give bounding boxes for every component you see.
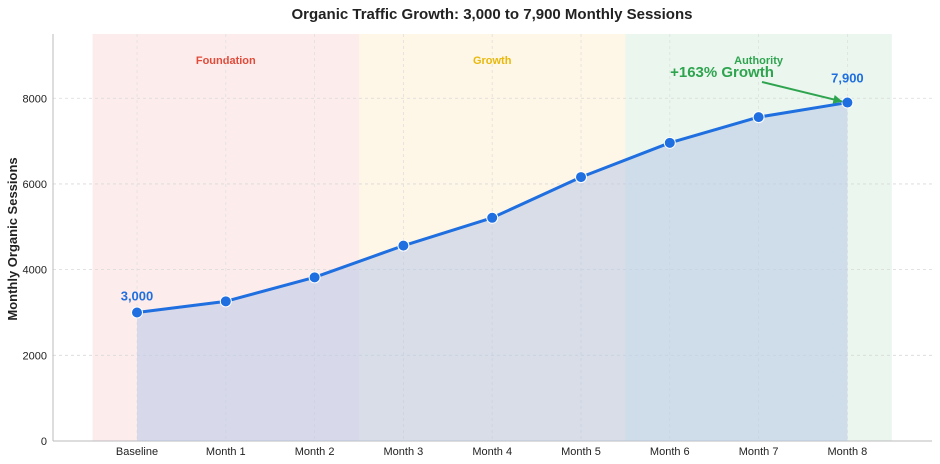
x-tick-label-7: Month 7	[739, 446, 779, 458]
end-value-label: 7,900	[831, 71, 864, 86]
growth-arrow-line	[761, 81, 843, 103]
area-path	[137, 102, 848, 442]
data-point-8	[841, 96, 854, 109]
growth-arrow-head	[832, 95, 843, 104]
data-point-7	[752, 111, 765, 124]
x-tick-label-0: Baseline	[116, 446, 158, 458]
data-point-3	[397, 239, 410, 252]
x-tick-label-6: Month 6	[650, 446, 690, 458]
y-tick-label-4: 8000	[23, 93, 47, 105]
y-axis-title: Monthly Organic Sessions	[5, 157, 20, 320]
start-value-label: 3,000	[121, 288, 154, 303]
x-tick-label-5: Month 5	[561, 446, 601, 458]
y-tick-label-0: 0	[41, 436, 47, 448]
data-point-6	[663, 136, 676, 149]
data-point-5	[575, 171, 587, 184]
area-fill	[137, 102, 848, 442]
y-tick-label-2: 4000	[23, 265, 47, 277]
x-tick-label-8: Month 8	[828, 446, 868, 458]
data-point-0	[131, 306, 143, 319]
data-point-1	[219, 295, 232, 308]
y-tick-label-1: 2000	[23, 350, 47, 362]
x-tick-label-1: Month 1	[206, 446, 246, 458]
data-point-4	[486, 211, 499, 224]
annotations: 3,000 7,900 +163% Growth	[121, 64, 864, 303]
x-tick-label-4: Month 4	[472, 446, 512, 458]
y-tick-label-3: 6000	[23, 179, 47, 191]
tick-labels: 0 2000 4000 6000 8000 Baseline Month 1 Month 2 M…	[23, 93, 868, 458]
phase-label-2: Authority	[734, 55, 784, 67]
x-tick-label-3: Month 3	[384, 446, 424, 458]
data-point-2	[308, 271, 321, 284]
chart-title: Organic Traffic Growth: 3,000 to 7,900 M…	[292, 6, 693, 23]
data-points	[131, 96, 854, 319]
growth-annotation: +163% Growth	[670, 64, 774, 81]
x-tick-label-2: Month 2	[295, 446, 335, 458]
